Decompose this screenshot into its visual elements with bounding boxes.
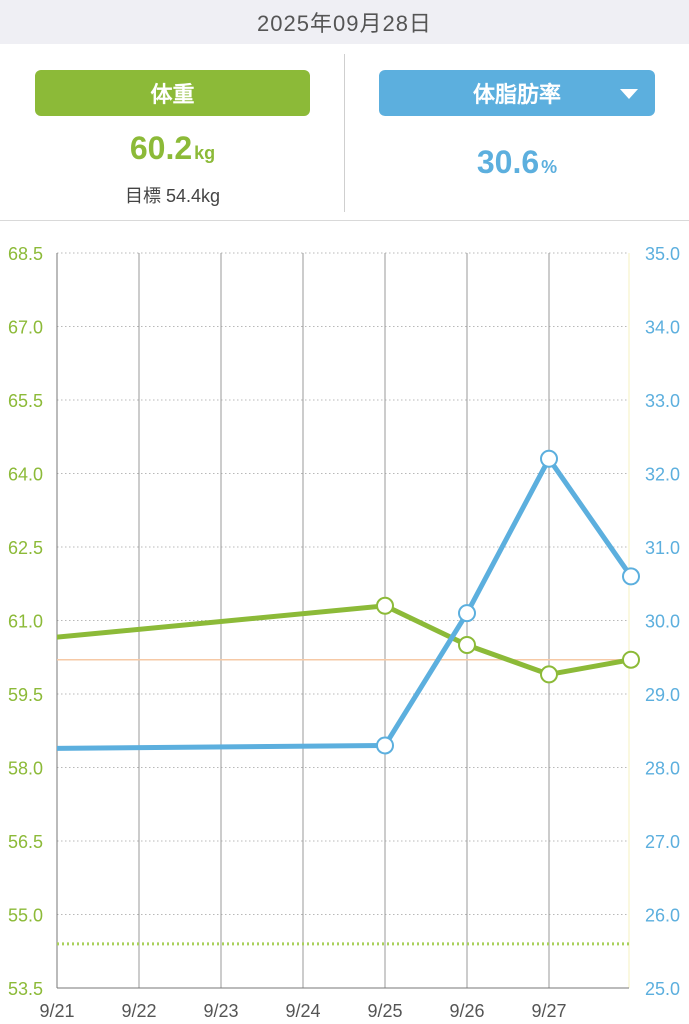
- x-tick-label: 9/22: [121, 1001, 156, 1021]
- weight-point: [622, 650, 640, 669]
- body-fat-dropdown[interactable]: 体脂肪率: [379, 70, 655, 116]
- chevron-down-icon: [620, 89, 638, 99]
- right-tick-label: 28.0: [645, 759, 680, 779]
- right-tick-label: 27.0: [645, 832, 680, 852]
- body-fat-point: [458, 604, 476, 623]
- x-tick-label: 9/23: [203, 1001, 238, 1021]
- left-tick-label: 62.5: [8, 538, 43, 558]
- left-tick-label: 67.0: [8, 318, 43, 338]
- right-tick-label: 25.0: [645, 979, 680, 999]
- x-tick-label: 9/24: [285, 1001, 320, 1021]
- body-fat-value: 30.6%: [379, 144, 655, 181]
- weight-unit: kg: [194, 143, 216, 163]
- weight-point: [376, 596, 394, 615]
- left-tick-label: 64.0: [8, 465, 43, 485]
- weight-point: [540, 665, 558, 684]
- left-tick-label: 55.0: [8, 906, 43, 926]
- goal-text: 目標 54.4kg: [124, 186, 221, 206]
- right-tick-label: 35.0: [645, 244, 680, 264]
- right-tick-label: 29.0: [645, 685, 680, 705]
- body-fat-point: [540, 449, 558, 468]
- left-tick-label: 59.5: [8, 685, 43, 705]
- body-fat-series-line: [57, 456, 634, 751]
- left-tick-label: 56.5: [8, 832, 43, 852]
- weight-series-line: [57, 603, 632, 677]
- x-tick-label: 9/21: [39, 1001, 74, 1021]
- left-tick-label: 65.5: [8, 391, 43, 411]
- right-tick-label: 31.0: [645, 538, 680, 558]
- right-tick-label: 30.0: [645, 612, 680, 632]
- body-fat-point: [376, 736, 394, 755]
- x-tick-label: 9/25: [367, 1001, 402, 1021]
- left-tick-label: 53.5: [8, 979, 43, 999]
- left-tick-label: 68.5: [8, 244, 43, 264]
- right-tick-label: 33.0: [645, 391, 680, 411]
- body-fat-point: [622, 567, 640, 586]
- summary-panel: 体重 60.2 kg 目標 54.4kg 体脂肪率 30.6%: [0, 44, 689, 221]
- right-tick-label: 34.0: [645, 318, 680, 338]
- divider: [344, 54, 345, 212]
- right-tick-label: 26.0: [645, 906, 680, 926]
- weight-value: 60.2 kg: [35, 130, 310, 167]
- body-fat-button-label: 体脂肪率: [472, 82, 561, 107]
- date-label: 2025年09月28日: [257, 11, 432, 36]
- right-tick-label: 32.0: [645, 465, 680, 485]
- weight-fat-chart[interactable]: 53.5 55.0 56.5 58.0 59.5 61.0 62.5 64.0 65.5 67.0…: [0, 221, 689, 1024]
- weight-point: [458, 636, 476, 654]
- date-header: 2025年09月28日: [0, 0, 689, 44]
- body-fat-unit: %: [541, 157, 558, 177]
- weight-button[interactable]: 体重: [35, 70, 310, 116]
- x-tick-label: 9/26: [449, 1001, 484, 1021]
- body-fat-number: 30.6: [476, 144, 540, 180]
- x-tick-label: 9/27: [531, 1001, 566, 1021]
- left-tick-label: 61.0: [8, 612, 43, 632]
- weight-button-label: 体重: [150, 82, 195, 107]
- left-tick-label: 58.0: [8, 759, 43, 779]
- weight-number: 60.2: [129, 130, 193, 166]
